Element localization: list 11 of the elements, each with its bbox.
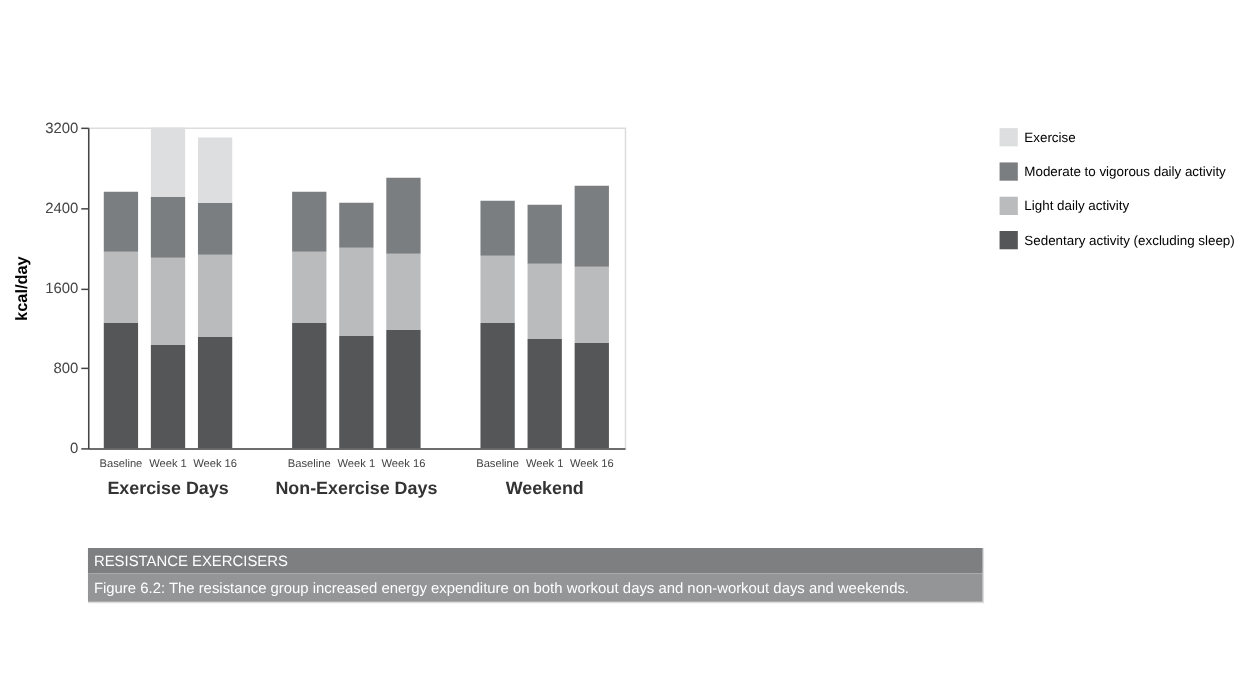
y-tick-label: 0 [70,439,79,458]
text: Weekend [505,478,584,499]
text: Non-Exercise Days [275,478,438,499]
y-tick-label: 3200 [45,118,79,137]
y-tick-label: 2400 [45,198,79,217]
y-tick-label: 800 [53,359,79,378]
text: Exercise Days [107,478,229,499]
y-axis-title: kcal/day [13,255,32,321]
y-tick-label: 1600 [45,279,79,298]
text: Figure 6.2: The resistance group increased energy expenditure on both workout days and non-workout days and weekends. [93,578,909,597]
text: RESISTANCE EXERCISERS [93,551,288,570]
